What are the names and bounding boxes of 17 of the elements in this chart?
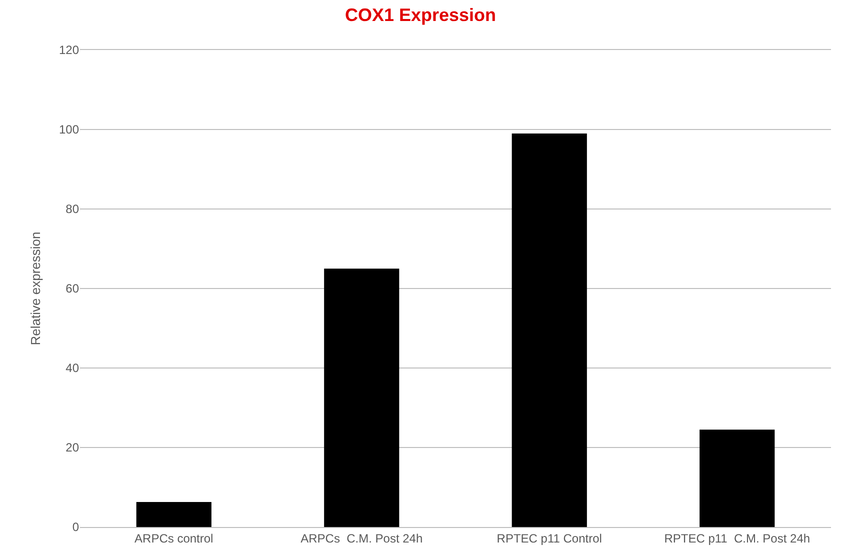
x-tick-label: RPTEC p11 C.M. Post 24h [664,531,810,546]
bar [512,133,587,527]
x-tick-label: ARPCs C.M. Post 24h [300,531,423,546]
y-tick-label: 60 [66,282,80,296]
y-tick-label: 20 [66,440,80,455]
y-tick-label: 80 [66,202,80,216]
bar [136,502,212,527]
y-axis-title: Relative expression [28,232,43,346]
y-tick-label: 0 [72,520,80,534]
x-tick-label: ARPCs control [134,531,214,546]
chart-title: COX1 Expression [344,4,496,25]
y-tick-label: 120 [58,43,80,58]
y-tick-label: 100 [58,122,80,137]
bar [324,268,400,527]
x-tick-label: RPTEC p11 Control [496,531,602,546]
bar [700,430,775,527]
y-tick-label: 40 [66,361,80,376]
